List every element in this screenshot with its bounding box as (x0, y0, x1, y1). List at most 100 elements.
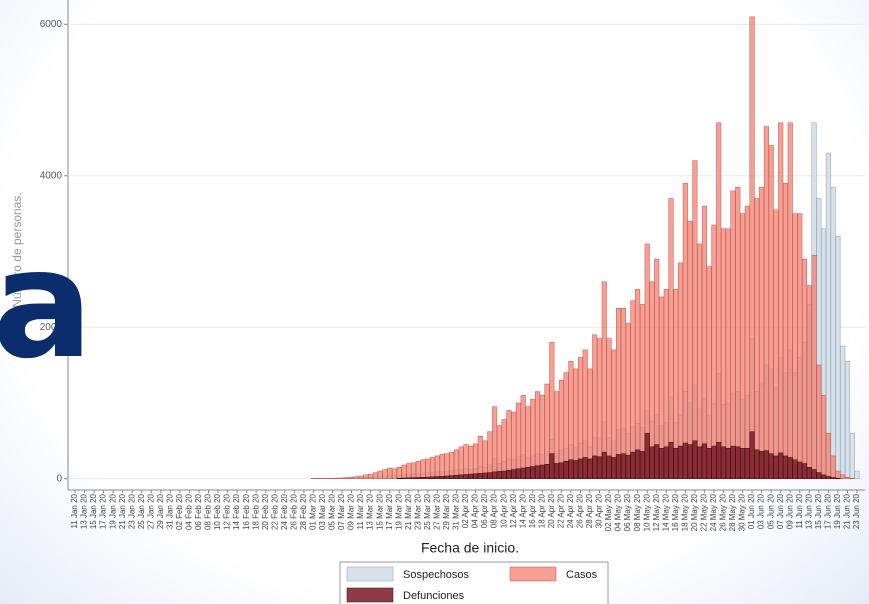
x-tick-label: 28 May 20 (728, 493, 737, 531)
bar (616, 308, 622, 479)
bar (411, 477, 417, 479)
bar (711, 445, 717, 479)
x-tick-label: 29 Mar 20 (442, 493, 451, 530)
bar (449, 451, 455, 479)
bar (763, 126, 769, 479)
bar (425, 458, 431, 479)
bar (558, 462, 564, 479)
bar (844, 476, 850, 479)
bar (825, 476, 831, 479)
bar (468, 473, 474, 479)
x-tick-label: 16 Apr 20 (528, 493, 537, 528)
bar (716, 442, 722, 479)
bar (620, 453, 626, 479)
bar (821, 395, 827, 479)
bar (430, 457, 436, 479)
bar (554, 463, 560, 479)
x-tick-label: 02 Feb 20 (175, 493, 184, 530)
bar (377, 470, 383, 479)
bar (496, 471, 502, 479)
bar (668, 442, 674, 479)
x-tick-label: 31 Jan 20 (165, 493, 174, 529)
bar (568, 459, 574, 479)
bar (539, 464, 545, 479)
bar (496, 425, 502, 479)
bar (840, 474, 846, 479)
bar (587, 458, 593, 479)
bar (368, 473, 374, 479)
bar (411, 462, 417, 479)
x-tick-label: 03 Jun 20 (757, 493, 766, 529)
bar (782, 455, 788, 479)
x-tick-label: 15 Mar 20 (375, 493, 384, 530)
bar (349, 476, 355, 479)
bar (787, 457, 793, 479)
bar (549, 453, 555, 479)
bar (649, 446, 655, 479)
bar (611, 457, 617, 479)
bar (825, 432, 831, 479)
x-tick-label: 21 Jan 20 (118, 493, 127, 529)
bar (487, 472, 493, 479)
bar (430, 476, 436, 479)
bar (825, 152, 831, 479)
bar (453, 474, 459, 479)
x-tick-label: 05 Mar 20 (328, 493, 337, 530)
bar (778, 452, 784, 479)
bar (473, 473, 479, 479)
x-tick-label: 20 Apr 20 (547, 493, 556, 528)
bar (577, 458, 583, 479)
x-tick-label: 13 Mar 20 (366, 493, 375, 530)
legend-swatch (346, 566, 394, 582)
x-tick-label: 13 Jun 20 (804, 493, 813, 529)
y-tick-label: 0 (56, 473, 62, 484)
x-tick-label: 12 Feb 20 (223, 493, 232, 530)
y-axis-label: Número de personas. (10, 192, 24, 307)
bar (535, 465, 541, 479)
legend-label: Sospechosos (403, 569, 470, 581)
x-tick-label: 20 May 20 (690, 493, 699, 531)
x-tick-label: 11 Jan 20 (70, 493, 79, 528)
x-tick-label: 19 Mar 20 (394, 493, 403, 530)
x-tick-label: 15 Jun 20 (814, 493, 823, 529)
bar (806, 285, 812, 479)
bar (768, 453, 774, 479)
x-tick-label: 29 Jan 20 (156, 493, 165, 529)
bar (735, 446, 741, 479)
x-tick-label: 26 Apr 20 (576, 493, 585, 528)
x-tick-label: 05 Jun 20 (766, 493, 775, 529)
x-tick-label: 02 May 20 (604, 493, 613, 531)
x-tick-label: 23 Jun 20 (852, 493, 861, 529)
bar (811, 255, 817, 479)
x-tick-label: 04 May 20 (614, 493, 623, 531)
legend-swatch (509, 566, 557, 582)
bar (401, 477, 407, 479)
bar (439, 454, 445, 479)
bar (477, 435, 483, 479)
x-tick-label: 06 Feb 20 (194, 493, 203, 530)
x-tick-label: 16 Feb 20 (242, 493, 251, 530)
x-tick-label: 12 May 20 (652, 493, 661, 531)
x-tick-label: 14 May 20 (661, 493, 670, 531)
x-tick-label: 26 May 20 (719, 493, 728, 531)
x-tick-label: 08 May 20 (633, 493, 642, 531)
bar (802, 258, 808, 479)
x-tick-label: 04 Apr 20 (471, 493, 480, 528)
bar (849, 432, 855, 479)
x-tick-label: 07 Mar 20 (337, 493, 346, 530)
legend-swatch (346, 587, 394, 603)
bar (778, 122, 784, 479)
x-tick-label: 20 Feb 20 (261, 493, 270, 530)
bar (644, 432, 650, 479)
x-tick-label: 16 May 20 (671, 493, 680, 531)
x-tick-label: 17 Jun 20 (823, 493, 832, 529)
bar (477, 473, 483, 479)
bar (482, 472, 488, 479)
x-tick-label: 10 Feb 20 (213, 493, 222, 530)
bar (701, 205, 707, 479)
bar (749, 431, 755, 479)
bar (492, 471, 498, 479)
x-tick-label: 04 Feb 20 (185, 493, 194, 530)
bar (573, 460, 579, 479)
bar (754, 449, 760, 479)
